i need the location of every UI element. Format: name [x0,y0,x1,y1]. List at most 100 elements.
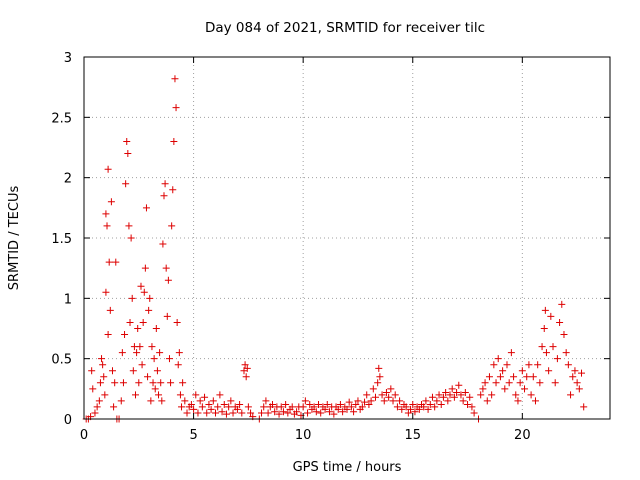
data-point [490,361,498,369]
data-point [321,405,329,413]
data-point [375,364,383,372]
data-point [549,343,557,351]
data-point [483,397,491,405]
data-point [363,391,371,399]
data-point [527,391,535,399]
data-point [376,373,384,381]
data-point [171,75,179,83]
data-point [560,331,568,339]
data-point [242,373,250,381]
data-point [499,367,507,375]
data-point [494,355,502,363]
data-point [304,409,312,417]
data-point [542,349,550,357]
y-tick-label: 1 [64,292,72,307]
data-point [325,408,333,416]
data-point [402,403,410,411]
data-point [387,385,395,393]
data-point [107,198,115,206]
data-point [466,393,474,401]
data-point [330,410,338,418]
data-point [99,361,107,369]
data-point [481,379,489,387]
data-point [424,405,432,413]
y-tick-label: 3 [64,51,72,66]
data-point [141,264,149,272]
y-tick-label: 0 [64,413,72,428]
data-point [510,373,518,381]
data-point [134,325,142,332]
x-tick-label: 10 [295,428,312,443]
data-point [293,408,301,416]
data-point [178,403,186,411]
data-point [167,379,175,387]
data-point [569,373,577,381]
data-point [229,409,237,417]
data-point [176,391,184,399]
data-point [137,282,145,290]
data-point [343,405,351,413]
data-point [183,409,191,417]
data-point [345,398,353,406]
data-point [271,408,279,416]
data-point [277,403,285,411]
data-point [299,403,307,411]
data-point [459,397,467,405]
data-point [485,373,493,381]
data-point [158,397,166,405]
data-point [236,401,244,409]
data-point [518,367,526,375]
data-point [225,403,233,411]
data-point [160,192,168,200]
data-point [288,403,296,411]
data-point [227,397,235,405]
data-point [142,204,150,212]
data-point [531,397,539,405]
data-point [512,391,520,399]
data-point [96,379,104,387]
data-point [244,403,252,411]
data-point [428,393,436,401]
data-point [233,405,241,413]
data-point [437,401,445,409]
data-point [106,306,114,314]
data-point [214,403,222,411]
data-point [144,373,152,381]
data-point [488,391,496,399]
data-point [426,401,434,409]
y-axis-label: SRMTID / TECUs [7,186,22,291]
data-point [507,349,515,357]
data-point [505,379,513,387]
data-point [361,398,369,406]
data-point [453,388,461,396]
data-point [212,409,219,417]
data-point [492,379,500,387]
data-point [161,180,169,188]
data-point [541,306,549,314]
data-point [216,391,224,399]
data-point [247,409,255,417]
data-point [129,367,137,375]
data-point [448,385,456,393]
data-point [306,401,314,409]
data-point [435,391,443,399]
data-point [468,403,476,411]
data-point [119,379,127,387]
data-point [192,391,200,399]
data-point [312,408,320,416]
data-point [238,409,246,417]
data-point [203,409,211,417]
data-point [339,408,347,416]
data-point [536,379,544,387]
data-point [268,401,276,409]
data-point [501,385,509,393]
data-point [573,379,581,387]
data-point [104,331,112,339]
data-point [431,403,439,411]
data-point [352,401,360,409]
data-point [571,367,579,375]
data-point [567,391,575,399]
data-point [159,240,167,248]
data-point [301,397,309,405]
data-point [164,276,172,284]
